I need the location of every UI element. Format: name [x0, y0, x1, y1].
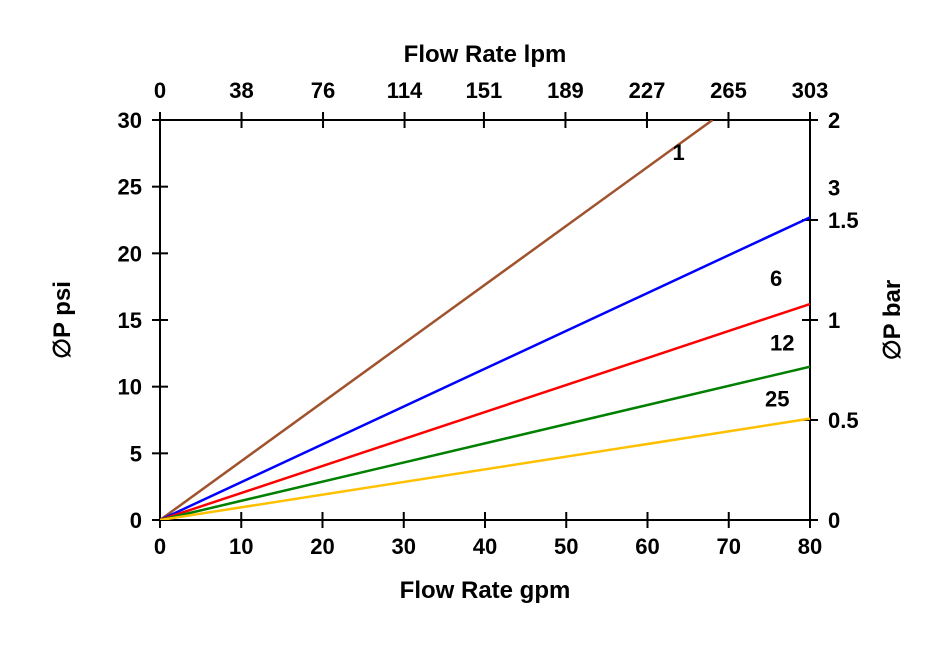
y-right-tick-label: 2 [828, 108, 840, 133]
x-top-tick-label: 0 [154, 78, 166, 103]
x-top-tick-label: 114 [387, 78, 423, 103]
y-right-tick-label: 0.5 [828, 408, 859, 433]
y-left-tick-label: 5 [130, 441, 142, 466]
x-bottom-tick-label: 10 [229, 534, 253, 559]
x-bottom-tick-label: 80 [798, 534, 822, 559]
x-bottom-tick-label: 50 [554, 534, 578, 559]
y-left-tick-label: 20 [118, 241, 142, 266]
x-bottom-tick-label: 0 [154, 534, 166, 559]
x-top-tick-label: 38 [229, 78, 253, 103]
x-top-tick-label: 189 [547, 78, 584, 103]
series-label: 12 [770, 331, 794, 356]
series-label: 6 [770, 266, 782, 291]
y-left-tick-label: 0 [130, 508, 142, 533]
x-bottom-tick-label: 60 [635, 534, 659, 559]
y-left-tick-label: 30 [118, 108, 142, 133]
y-right-title: ∅P bar [879, 280, 906, 361]
pressure-flow-chart: 01020304050607080Flow Rate gpm0387611415… [0, 0, 940, 664]
chart-svg: 01020304050607080Flow Rate gpm0387611415… [0, 0, 940, 664]
series-label: 25 [765, 387, 789, 412]
series-label: 3 [828, 175, 840, 200]
y-left-tick-label: 10 [118, 375, 142, 400]
x-bottom-title: Flow Rate gpm [400, 577, 571, 604]
x-top-title: Flow Rate lpm [404, 41, 567, 68]
x-bottom-tick-label: 30 [392, 534, 416, 559]
y-left-tick-label: 25 [118, 175, 142, 200]
x-bottom-tick-label: 40 [473, 534, 497, 559]
x-top-tick-label: 303 [792, 78, 829, 103]
y-left-title: ∅P psi [49, 281, 76, 359]
x-top-tick-label: 227 [629, 78, 666, 103]
x-top-tick-label: 76 [311, 78, 335, 103]
y-right-tick-label: 1 [828, 308, 840, 333]
x-bottom-tick-label: 70 [717, 534, 741, 559]
x-top-tick-label: 151 [466, 78, 503, 103]
series-label: 1 [673, 140, 685, 165]
y-right-tick-label: 0 [828, 508, 840, 533]
x-top-tick-label: 265 [710, 78, 747, 103]
y-right-tick-label: 1.5 [828, 208, 859, 233]
y-left-tick-label: 15 [118, 308, 142, 333]
x-bottom-tick-label: 20 [310, 534, 334, 559]
